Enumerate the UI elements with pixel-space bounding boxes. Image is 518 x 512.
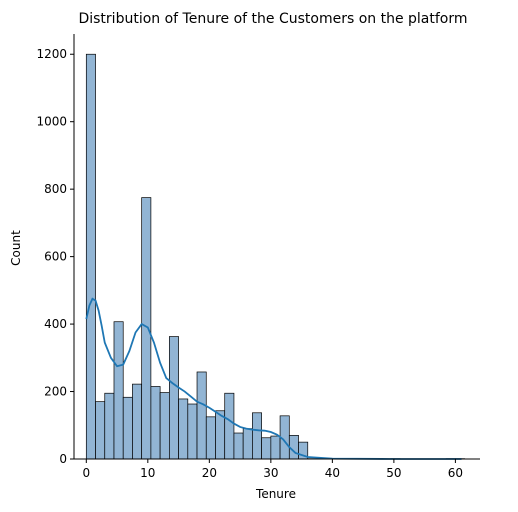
y-tick-label: 800 <box>44 182 67 196</box>
histogram-bar <box>252 412 262 460</box>
histogram-bar <box>122 396 133 460</box>
x-tick-label: 50 <box>386 466 401 480</box>
histogram-bar <box>270 435 281 460</box>
histogram-bar <box>104 392 115 460</box>
y-tick-label: 400 <box>44 317 67 331</box>
chart-title: Distribution of Tenure of the Customers … <box>78 11 467 27</box>
x-tick-label: 60 <box>448 466 463 480</box>
histogram-bar <box>141 197 152 460</box>
histogram-bar <box>168 336 179 460</box>
histogram-bar <box>224 392 235 460</box>
histogram-bar <box>288 435 299 460</box>
y-ticks: 0 200 400 600 800 1000 1200 <box>36 47 74 466</box>
x-tick-label: 10 <box>140 466 155 480</box>
y-tick-label: 1200 <box>36 47 67 61</box>
histogram-bar <box>85 53 96 460</box>
histogram-bar <box>196 371 207 460</box>
y-tick-label: 1000 <box>36 115 67 129</box>
histogram-bar <box>178 398 189 460</box>
kde-curve <box>85 297 462 460</box>
histogram-bar <box>132 383 143 460</box>
histogram-bar <box>233 432 244 460</box>
x-tick-label: 40 <box>325 466 340 480</box>
histogram-bar <box>150 386 161 460</box>
histogram-bar <box>215 410 226 460</box>
x-tick-label: 0 <box>82 466 90 480</box>
histogram-bar <box>242 428 253 460</box>
histogram-bar <box>159 392 170 460</box>
histogram-bar <box>95 401 106 460</box>
bars-group <box>85 53 465 460</box>
y-axis-label: Count <box>9 230 23 266</box>
histogram-bar <box>205 416 216 460</box>
histogram-bar <box>187 403 198 460</box>
y-tick-label: 600 <box>44 250 67 264</box>
x-tick-label: 30 <box>263 466 278 480</box>
x-tick-label: 20 <box>202 466 217 480</box>
x-ticks: 0 10 20 30 40 50 60 <box>82 459 463 480</box>
y-tick-label: 200 <box>44 385 67 399</box>
histogram-bar <box>261 437 272 460</box>
histogram-bar <box>113 321 124 460</box>
y-tick-label: 0 <box>59 452 67 466</box>
x-axis-label: Tenure <box>255 487 296 501</box>
